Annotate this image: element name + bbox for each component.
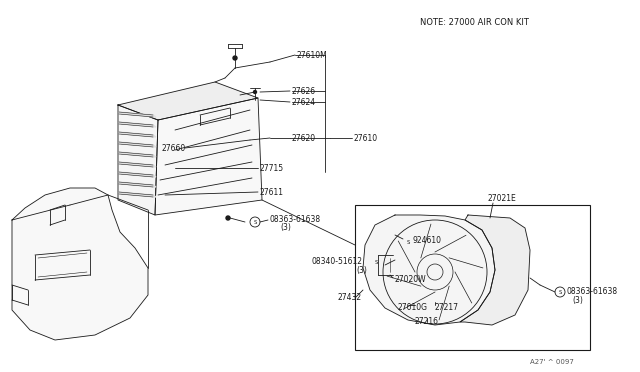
Polygon shape [363,215,495,325]
Text: 27610M: 27610M [297,51,328,60]
Polygon shape [119,162,156,167]
Text: 27432: 27432 [338,294,362,302]
Text: S: S [558,289,562,295]
Polygon shape [119,112,156,117]
Polygon shape [119,152,156,157]
Text: 27624: 27624 [292,97,316,106]
Polygon shape [12,188,148,340]
Text: (3): (3) [280,222,291,231]
Text: 27660: 27660 [162,144,186,153]
Polygon shape [119,182,156,187]
Text: 08363-61638: 08363-61638 [270,215,321,224]
Circle shape [253,90,257,93]
Polygon shape [119,172,156,177]
Polygon shape [118,82,258,120]
Text: A27' ^ 0097: A27' ^ 0097 [530,359,574,365]
Polygon shape [155,98,262,215]
Text: 27620: 27620 [292,134,316,142]
Polygon shape [119,122,156,127]
Text: (3): (3) [572,296,583,305]
Text: 27217: 27217 [435,304,459,312]
Text: (3): (3) [356,266,367,275]
Text: 27010G: 27010G [398,304,428,312]
Text: 27216: 27216 [415,317,439,327]
Circle shape [233,56,237,60]
Text: S: S [253,219,257,224]
Text: 27610: 27610 [354,134,378,142]
Text: 27021E: 27021E [488,193,516,202]
Text: NOTE: 27000 AIR CON KIT: NOTE: 27000 AIR CON KIT [420,17,529,26]
Circle shape [383,263,387,267]
Circle shape [226,216,230,220]
Text: 08340-51612: 08340-51612 [312,257,363,266]
Text: 27626: 27626 [292,87,316,96]
Polygon shape [119,142,156,147]
Polygon shape [119,132,156,137]
Text: 27715: 27715 [260,164,284,173]
Polygon shape [460,215,530,325]
Polygon shape [118,105,158,215]
Polygon shape [119,192,156,197]
Bar [355,205,590,350]
Text: 27611: 27611 [260,187,284,196]
Text: S: S [406,240,410,244]
Text: 27020W: 27020W [395,276,427,285]
Text: S: S [374,260,378,266]
Text: 08363-61638: 08363-61638 [567,288,618,296]
Text: 924610: 924610 [413,235,442,244]
